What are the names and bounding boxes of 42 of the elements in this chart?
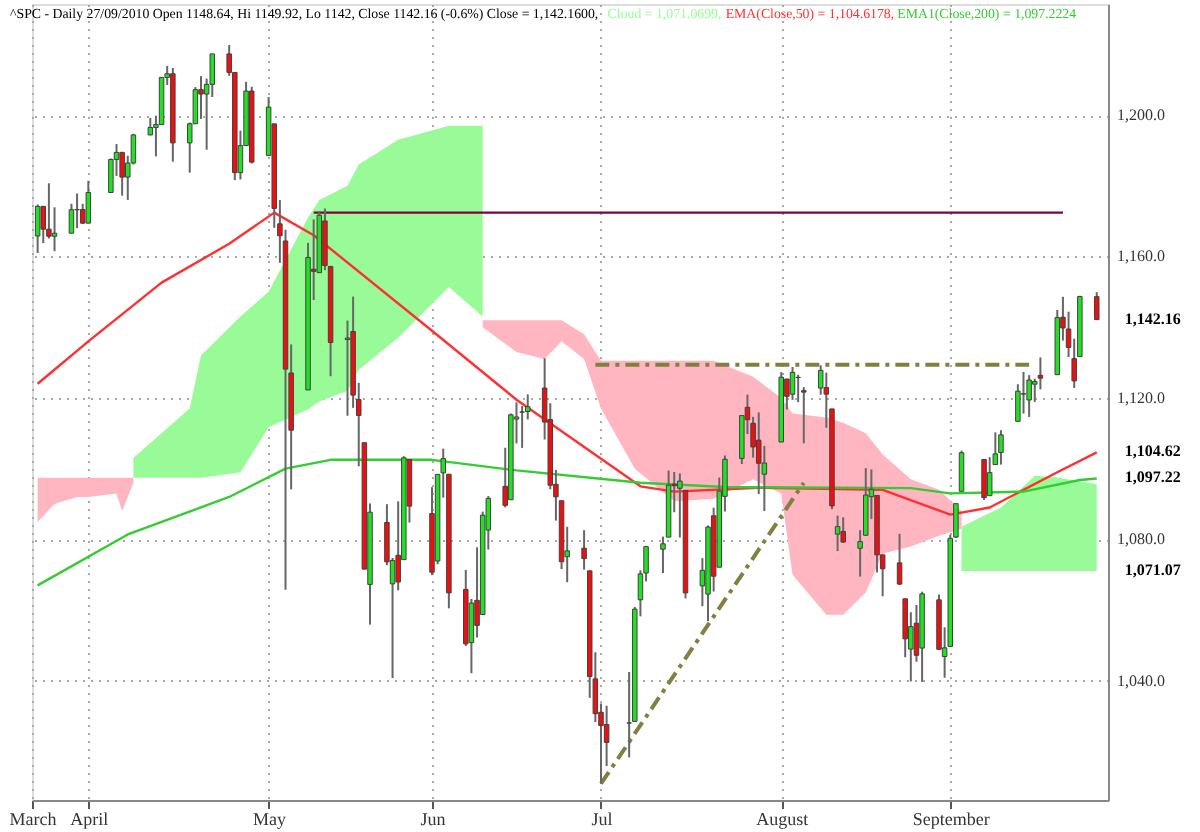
y-tick-label: 1,160.0 [1117, 247, 1165, 266]
candlestick [953, 502, 959, 539]
candlestick [1026, 374, 1032, 418]
candlestick [1093, 291, 1100, 322]
x-tick-label: Jul [591, 809, 614, 829]
candlestick [834, 514, 841, 553]
x-tick-label: Jun [420, 809, 447, 829]
candlestick [34, 203, 41, 254]
candlestick [981, 458, 987, 501]
x-tick-label: May [253, 809, 288, 829]
candlestick [998, 429, 1004, 466]
x-tick-label: September [912, 809, 990, 829]
x-tick-label: August [756, 809, 810, 829]
candlestick [986, 456, 993, 497]
y-tick-label: 1,080.0 [1117, 530, 1165, 549]
y-tick-label: 1,120.0 [1117, 388, 1165, 407]
candlestick [896, 532, 903, 587]
candlestick [958, 449, 965, 493]
candlestick [198, 75, 204, 120]
y-tick-label: 1,040.0 [1117, 671, 1165, 690]
annotation: 1,097.22 [1124, 468, 1181, 487]
candlestick [581, 529, 587, 571]
candlestick [119, 150, 125, 197]
candlestick [992, 431, 999, 466]
candlestick [795, 373, 801, 404]
candlestick [85, 179, 92, 225]
candlestick [840, 516, 846, 544]
line-series [36, 211, 1098, 516]
candlestick [344, 319, 351, 417]
annotation: 1,142.16 [1124, 309, 1181, 328]
line-series [36, 458, 1098, 587]
y-tick-label: 1,200.0 [1117, 106, 1165, 125]
annotation: 1,071.07 [1124, 560, 1181, 579]
candlestick [51, 206, 58, 253]
annotation: 1,104.62 [1124, 442, 1181, 461]
x-tick-label: April [70, 809, 110, 829]
candlestick [158, 76, 165, 126]
candlestick [789, 365, 796, 401]
candlestick [1020, 370, 1027, 415]
candlestick [74, 192, 80, 230]
candlestick [68, 202, 75, 235]
x-tick-label: March [9, 809, 58, 829]
